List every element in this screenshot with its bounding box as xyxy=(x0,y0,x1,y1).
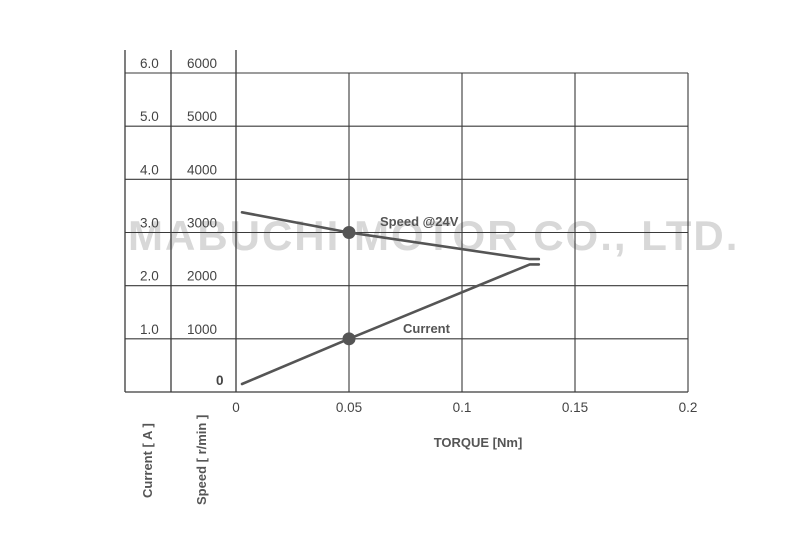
speed-series-label: Speed @24V xyxy=(380,214,459,229)
x-tick-label: 0.15 xyxy=(562,400,588,415)
current-tick-label: 6.0 xyxy=(140,56,159,71)
speed-tick-label: 4000 xyxy=(187,162,217,177)
watermark: MABUCHI MOTOR CO., LTD. xyxy=(128,212,739,259)
current-marker xyxy=(342,332,356,346)
x-tick-label: 0.1 xyxy=(453,400,472,415)
x-axis-title: TORQUE [Nm] xyxy=(434,435,523,450)
current-line xyxy=(240,263,541,386)
speed-marker xyxy=(342,226,356,239)
series-group: Speed @24V Current xyxy=(240,211,541,386)
x-tick-label: 0 xyxy=(232,400,240,415)
x-tick-label: 0.2 xyxy=(679,400,698,415)
speed-tick-label: 5000 xyxy=(187,109,217,124)
current-tick-label: 3.0 xyxy=(140,216,159,231)
speed-line xyxy=(240,211,541,261)
speed-tick-label: 3000 xyxy=(187,216,217,231)
current-tick-label: 2.0 xyxy=(140,269,159,284)
speed-tick-label: 1000 xyxy=(187,322,217,337)
current-tick-label: 4.0 xyxy=(140,162,159,177)
speed-tick-label: 0 xyxy=(216,373,224,388)
current-tick-label: 1.0 xyxy=(140,322,159,337)
current-series-label: Current xyxy=(403,321,451,336)
current-tick-label: 5.0 xyxy=(140,109,159,124)
speed-axis-title: Speed [ r/min ] xyxy=(194,415,209,505)
tick-labels: 0 0.05 0.1 0.15 0.2 1.0 2.0 3.0 4.0 5.0 6.0 0 1000 20… xyxy=(140,56,697,415)
x-tick-label: 0.05 xyxy=(336,400,362,415)
speed-tick-label: 2000 xyxy=(187,269,217,284)
speed-tick-label: 6000 xyxy=(187,56,217,71)
current-axis-title: Current [ A ] xyxy=(140,423,155,498)
